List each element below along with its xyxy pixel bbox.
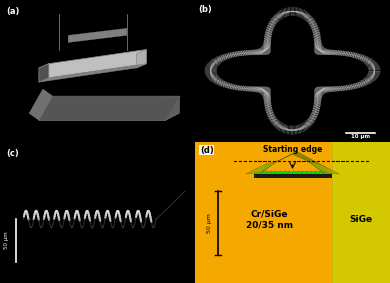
Bar (254, 171, 332, 174)
Text: (a): (a) (6, 7, 19, 16)
Text: (d): (d) (200, 146, 214, 155)
Polygon shape (39, 96, 179, 120)
Bar (332, 142, 390, 283)
Polygon shape (39, 64, 49, 82)
Bar (195, 142, 332, 283)
Text: Starting edge: Starting edge (263, 145, 322, 154)
Text: (b): (b) (198, 5, 212, 14)
Polygon shape (68, 28, 127, 42)
Text: SiGe: SiGe (349, 215, 372, 224)
Polygon shape (136, 50, 146, 68)
Text: 50 μm: 50 μm (4, 232, 9, 249)
Polygon shape (39, 64, 49, 82)
Polygon shape (246, 161, 277, 174)
Polygon shape (29, 89, 53, 120)
Polygon shape (308, 161, 339, 174)
Polygon shape (49, 50, 146, 78)
Polygon shape (39, 96, 179, 120)
Bar (254, 174, 332, 178)
Text: 30 μm: 30 μm (20, 135, 39, 140)
Polygon shape (261, 151, 328, 173)
Text: 10 μm: 10 μm (351, 134, 370, 139)
Text: 50 μm: 50 μm (207, 213, 212, 233)
Polygon shape (166, 96, 179, 120)
Text: Cr/SiGe
20/35 nm: Cr/SiGe 20/35 nm (246, 210, 292, 229)
Polygon shape (39, 64, 146, 82)
Text: (c): (c) (6, 149, 19, 158)
